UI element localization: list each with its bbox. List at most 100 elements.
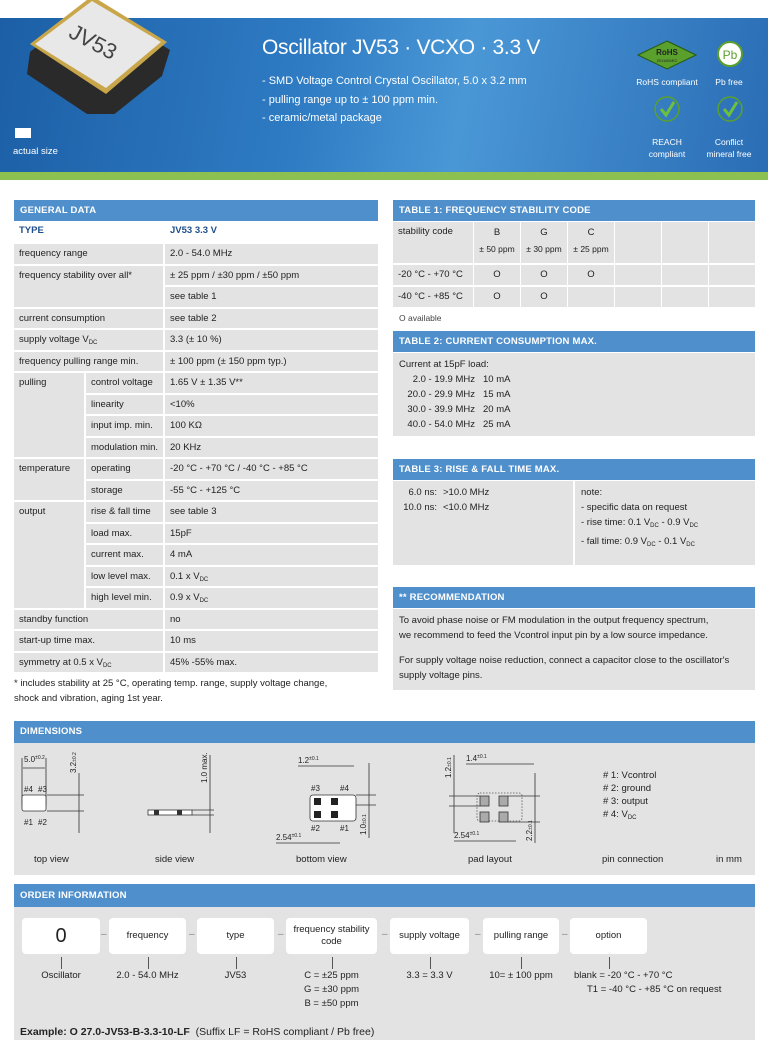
availability-mark bbox=[709, 286, 755, 307]
page-title: Oscillator JV53 · VCXO · 3.3 V bbox=[262, 36, 541, 59]
svg-text:2.54±0.1: 2.54±0.1 bbox=[454, 831, 479, 840]
current-table: Current at 15pF load: 2.0 - 19.9 MHz 10 m… bbox=[393, 353, 755, 436]
accent-bar bbox=[0, 172, 768, 180]
pin-item: # 4: VDC bbox=[603, 809, 637, 821]
svg-text:#3: #3 bbox=[38, 785, 47, 794]
spec-label: frequency pulling range min. bbox=[14, 351, 163, 371]
table3-heading: TABLE 3: RISE & FALL TIME MAX. bbox=[393, 459, 755, 480]
spec-sublabel: modulation min. bbox=[86, 437, 163, 457]
spec-value: -20 °C - +70 °C / -40 °C - +85 °C bbox=[165, 459, 378, 479]
actual-size-swatch bbox=[15, 128, 31, 138]
recommendation-text: To avoid phase noise or FM modulation in… bbox=[399, 615, 709, 626]
temperature-range: -20 °C - +70 °C bbox=[393, 265, 473, 285]
stability-code-header: stability code bbox=[393, 222, 473, 263]
pin-item: # 2: ground bbox=[603, 783, 652, 794]
svg-text:RoHS: RoHS bbox=[656, 48, 678, 57]
order-code-box: type bbox=[197, 918, 274, 954]
current-row: 30.0 - 39.9 MHz 20 mA bbox=[407, 404, 511, 415]
order-code-values: 10= ± 100 ppm bbox=[489, 970, 553, 981]
svg-text:1.0±0.1: 1.0±0.1 bbox=[359, 814, 368, 835]
spec-sublabel: linearity bbox=[86, 394, 163, 414]
rise-fall-notes: note: - specific data on request - rise t… bbox=[575, 481, 755, 565]
table2-heading: TABLE 2: CURRENT CONSUMPTION MAX. bbox=[393, 331, 755, 352]
availability-mark: O bbox=[568, 265, 614, 285]
dimensions-panel bbox=[14, 743, 755, 875]
spec-value: 20 KHz bbox=[165, 437, 378, 457]
side-view-caption: side view bbox=[155, 854, 194, 865]
code-ppm: ± 50 ppm bbox=[479, 244, 515, 254]
pb-free-label: Pb free bbox=[715, 77, 743, 87]
svg-text:#1: #1 bbox=[340, 824, 349, 833]
recommendation-text: we recommend to feed the Vcontrol input … bbox=[399, 630, 708, 641]
svg-text:1.2±0.1: 1.2±0.1 bbox=[444, 757, 453, 778]
connector-line bbox=[429, 957, 431, 969]
svg-text:3.2±0.2: 3.2±0.2 bbox=[69, 752, 78, 773]
svg-text:5.0±0.2: 5.0±0.2 bbox=[24, 755, 45, 764]
spec-sublabel: current max. bbox=[86, 545, 163, 565]
order-code-box: supply voltage bbox=[390, 918, 469, 954]
spec-group-label: temperature bbox=[14, 459, 84, 500]
type-value: JV53 3.3 V bbox=[170, 225, 218, 236]
svg-text:2011/65/EC: 2011/65/EC bbox=[657, 58, 678, 63]
reach-label: REACH compliant bbox=[648, 137, 686, 159]
note-item: - rise time: 0.1 VDC - 0.9 VDC bbox=[581, 517, 699, 529]
availability-mark: O bbox=[521, 265, 567, 285]
feature-bullet: - ceramic/metal package bbox=[262, 112, 382, 124]
availability-mark: O bbox=[521, 286, 567, 307]
table1-legend: O available bbox=[399, 313, 442, 323]
current-row: 20.0 - 29.9 MHz 15 mA bbox=[407, 389, 511, 400]
feature-bullet: - pulling range up to ± 100 ppm min. bbox=[262, 94, 439, 106]
connector-line bbox=[61, 957, 62, 969]
spec-group-label: pulling bbox=[14, 373, 84, 457]
svg-text:2.54±0.1: 2.54±0.1 bbox=[276, 833, 301, 842]
spec-label: symmetry at 0.5 x VDC bbox=[14, 652, 163, 672]
svg-text:1.4±0.1: 1.4±0.1 bbox=[466, 754, 487, 763]
spec-sublabel: control voltage bbox=[86, 373, 163, 393]
spec-label: start-up time max. bbox=[14, 631, 163, 651]
spec-label: frequency range bbox=[14, 244, 163, 264]
pad-layout-drawing: 1.4±0.1 1.2±0.1 2.2±0.1 2.54±0.1 pad lay… bbox=[444, 754, 540, 865]
availability-mark bbox=[662, 286, 708, 307]
bottom-view-drawing: 1.2±0.1 #3 #4 #2 #1 1.0±0.1 2.54±0.1 botto… bbox=[276, 756, 376, 865]
spec-value: 4 mA bbox=[165, 545, 378, 565]
connector-line bbox=[147, 957, 149, 969]
code-ppm: ± 25 ppm bbox=[573, 244, 609, 254]
note-item: - fall time: 0.9 VDC - 0.1 VDC bbox=[581, 536, 695, 548]
spec-value: see table 1 bbox=[165, 287, 378, 307]
order-code-box: pulling range bbox=[483, 918, 559, 954]
recommendation-body: To avoid phase noise or FM modulation in… bbox=[393, 609, 755, 690]
current-row: 2.0 - 19.9 MHz 10 mA bbox=[412, 374, 511, 385]
rise-fall-row: 10.0 ns: <10.0 MHz bbox=[403, 502, 490, 513]
spec-value: ± 25 ppm / ±30 ppm / ±50 ppm bbox=[165, 265, 378, 285]
order-info-heading: ORDER INFORMATION bbox=[14, 884, 755, 907]
rise-fall-row: 6.0 ns: >10.0 MHz bbox=[408, 487, 490, 498]
spec-value: see table 2 bbox=[165, 308, 378, 328]
stability-code-column: B ± 50 ppm bbox=[474, 222, 520, 263]
dimensions-heading: DIMENSIONS bbox=[14, 721, 755, 743]
spec-label: supply voltage VDC bbox=[14, 330, 163, 350]
connector-line bbox=[235, 957, 237, 969]
svg-text:#4: #4 bbox=[340, 784, 349, 793]
temperature-range: -40 °C - +85 °C bbox=[393, 286, 473, 307]
order-code-values: 2.0 - 54.0 MHz bbox=[116, 970, 179, 981]
dimension-drawings: 5.0±0.2 #4 #3 #1 #2 3.2±0.2 top view 1.0 m… bbox=[21, 752, 742, 865]
bottom-view-caption: bottom view bbox=[296, 854, 347, 865]
spec-value: 10 ms bbox=[165, 631, 378, 651]
availability-mark bbox=[568, 286, 614, 307]
footnote: * includes stability at 25 °C, operating… bbox=[14, 678, 328, 704]
conflict-free-label: Conflict mineral free bbox=[706, 137, 752, 159]
svg-text:#2: #2 bbox=[38, 818, 47, 827]
spec-sublabel: load max. bbox=[86, 523, 163, 543]
spec-value: 100 KΩ bbox=[165, 416, 378, 436]
current-row: 40.0 - 54.0 MHz 25 mA bbox=[407, 419, 511, 430]
stability-code-column bbox=[615, 222, 661, 263]
spec-sublabel: low level max. bbox=[86, 566, 163, 586]
svg-text:1.0 max.: 1.0 max. bbox=[200, 752, 209, 783]
recommendation-text: supply voltage pins. bbox=[399, 670, 483, 681]
spec-value: -55 °C - +125 °C bbox=[165, 480, 378, 500]
note-title: note: bbox=[581, 487, 603, 498]
spec-value: no bbox=[165, 609, 378, 629]
order-code-box: frequency bbox=[109, 918, 186, 954]
spec-sublabel: storage bbox=[86, 480, 163, 500]
connector-line bbox=[331, 957, 333, 969]
